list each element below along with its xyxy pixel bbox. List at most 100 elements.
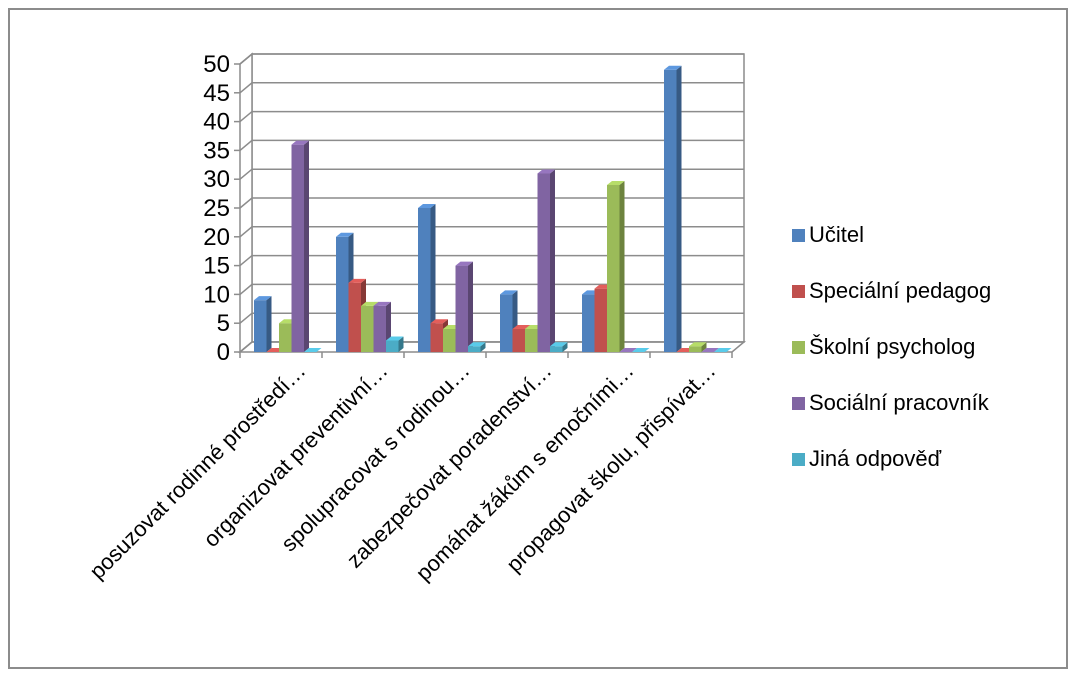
bar-front: [361, 305, 374, 352]
bar-top: [361, 301, 379, 306]
bar-front: [594, 288, 607, 352]
legend-label: Sociální pracovník: [809, 390, 990, 415]
bar-top: [386, 336, 404, 341]
bar-top: [512, 324, 530, 329]
bar-top: [418, 204, 436, 208]
bar: [537, 169, 555, 352]
bars: [254, 65, 732, 352]
bar-side: [398, 336, 404, 352]
legend: Učitel Speciální pedagog Školní psycholog S…: [792, 222, 991, 471]
bar-front: [512, 328, 525, 352]
bar-top: [537, 169, 555, 174]
bar-top: [619, 348, 637, 352]
legend-swatch: [792, 229, 805, 242]
bar-front: [582, 294, 595, 352]
bar-top: [664, 65, 682, 70]
bar-front: [537, 173, 550, 352]
y-tick-label: 25: [203, 195, 230, 222]
bar-front: [291, 144, 304, 352]
bar-top: [455, 261, 473, 266]
y-tick-label: 50: [203, 51, 230, 78]
bar-top: [607, 180, 625, 185]
bar-top: [500, 290, 518, 295]
y-tick-label: 15: [203, 253, 230, 280]
gridlines: [234, 53, 744, 358]
bar-front: [664, 69, 677, 352]
bar-top: [689, 342, 707, 347]
gridline: [239, 53, 744, 65]
bar-side: [701, 342, 707, 352]
bar-top: [550, 342, 568, 347]
bar-front: [689, 346, 702, 352]
bar-front: [500, 294, 513, 352]
bar: [418, 204, 436, 352]
bar-top: [348, 278, 366, 283]
bar: [468, 342, 486, 352]
bar-front: [386, 340, 399, 352]
bar: [632, 348, 650, 352]
legend-label: Jiná odpověď: [809, 446, 942, 471]
bar: [550, 342, 568, 352]
bar-front: [254, 300, 267, 352]
bar-top: [291, 140, 309, 145]
bar-front: [373, 305, 386, 352]
bar-front: [430, 323, 443, 352]
bar: [689, 342, 707, 352]
bar-side: [468, 261, 473, 352]
bar-top: [632, 348, 650, 352]
bar: [714, 348, 732, 352]
bar-front: [418, 208, 431, 352]
bar-top: [701, 348, 719, 352]
bar: [386, 336, 404, 352]
bar: [254, 296, 272, 352]
bar: [664, 65, 682, 352]
bar-side: [304, 140, 309, 352]
bar-front: [348, 282, 361, 352]
bar: [304, 348, 322, 352]
legend-swatch: [792, 341, 805, 354]
y-tick-label: 30: [203, 166, 230, 193]
bar-top: [430, 319, 448, 324]
gridline: [239, 197, 744, 209]
bar-top: [373, 301, 391, 306]
bar-front: [607, 184, 620, 352]
gridline: [239, 283, 744, 295]
legend-label: Speciální pedagog: [809, 278, 991, 303]
bar-top: [714, 348, 732, 352]
bar-side: [619, 180, 625, 352]
bar-side: [550, 169, 555, 352]
bar-front: [455, 265, 468, 352]
gridline: [239, 226, 744, 238]
gridline: [239, 168, 744, 180]
bar-side: [676, 65, 682, 352]
gridline: [239, 341, 744, 353]
bar: [455, 261, 473, 352]
legend-swatch: [792, 397, 805, 410]
bar-front: [550, 346, 563, 352]
bar-side: [562, 342, 568, 352]
bar: [619, 348, 637, 352]
bar-front: [279, 323, 292, 352]
y-tick-label: 0: [217, 339, 230, 366]
y-tick-label: 5: [217, 310, 230, 337]
bar-top: [336, 232, 354, 237]
legend-swatch: [792, 453, 805, 466]
bar-front: [525, 328, 538, 352]
y-tick-label: 10: [203, 281, 230, 308]
legend-swatch: [792, 285, 805, 298]
gridline: [239, 82, 744, 94]
bar-side: [266, 296, 272, 352]
bar-top: [254, 296, 272, 301]
y-tick-label: 20: [203, 224, 230, 251]
bar: [701, 348, 719, 352]
bar-top: [468, 342, 486, 347]
x-axis-tick-labels: posuzovat rodinné prostředí…organizovat …: [84, 358, 720, 586]
bar: [291, 140, 309, 352]
bar-top: [304, 348, 322, 352]
gridline: [239, 312, 744, 324]
legend-label: Učitel: [809, 222, 864, 247]
gridline: [239, 110, 744, 123]
